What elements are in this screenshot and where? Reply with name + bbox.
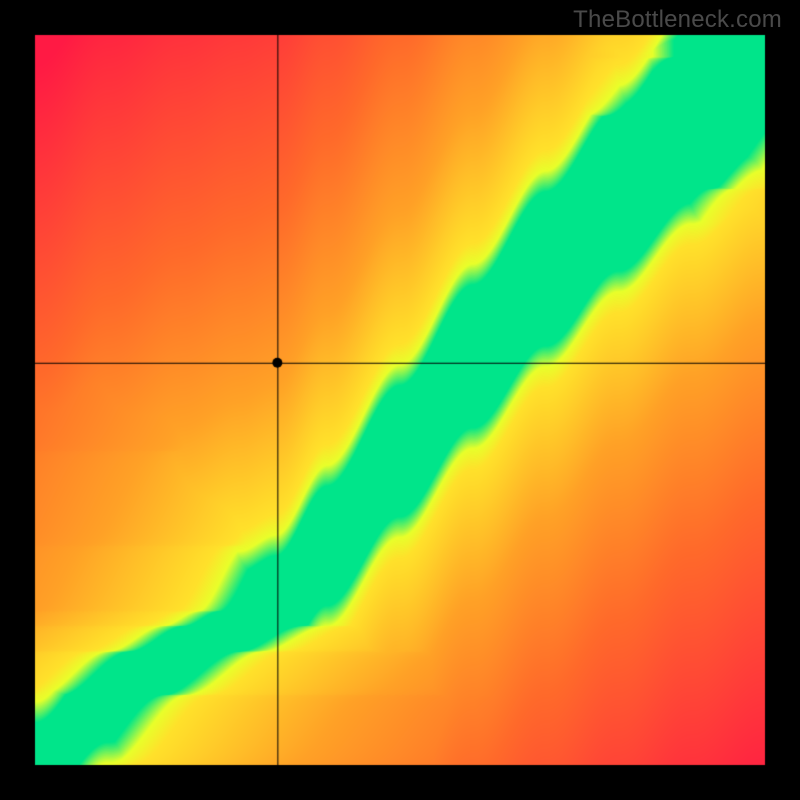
watermark-text: TheBottleneck.com [573, 6, 782, 34]
chart-container: TheBottleneck.com [0, 0, 800, 800]
heatmap-canvas [0, 0, 800, 800]
